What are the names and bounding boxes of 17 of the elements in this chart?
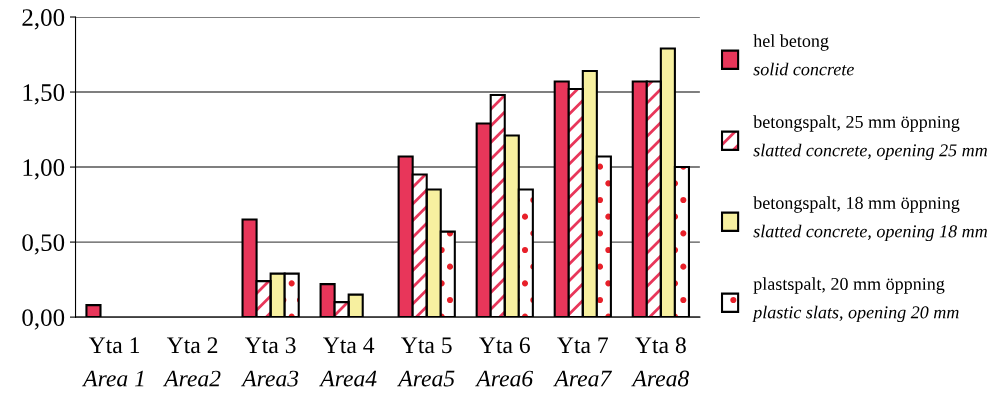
y-tick-label: 0,50: [22, 234, 65, 255]
category-label: Yta 8 Area8: [631, 337, 689, 387]
legend-label: betongspalt, 18 mm öppning slatted concrete, opening 18 mm: [753, 196, 987, 242]
legend-label: betongspalt, 25 mm öppning slatted concrete, opening 25 mm: [753, 115, 987, 161]
category-label: Yta 3 Area3: [240, 337, 299, 387]
y-tick-label: 2,00: [22, 9, 65, 30]
category-label: Yta 2 Area2: [162, 337, 221, 387]
category-label: Yta 6 Area6: [475, 337, 534, 387]
category-label: Yta 7 Area7: [553, 337, 613, 387]
category-label: Yta 1 Area 1: [81, 337, 144, 387]
category-label: Yta 5 Area5: [397, 337, 455, 387]
legend-label: plastspalt, 20 mm öppning plastic slats, opening 20 mm: [752, 277, 959, 323]
category-label: Yta 4 Area4: [318, 337, 377, 387]
y-tick-label: 0,00: [22, 309, 65, 330]
y-tick-label: 1,50: [23, 84, 65, 105]
y-tick-label: 1,00: [23, 159, 65, 180]
legend-label: hel betong solid concrete: [753, 34, 854, 76]
